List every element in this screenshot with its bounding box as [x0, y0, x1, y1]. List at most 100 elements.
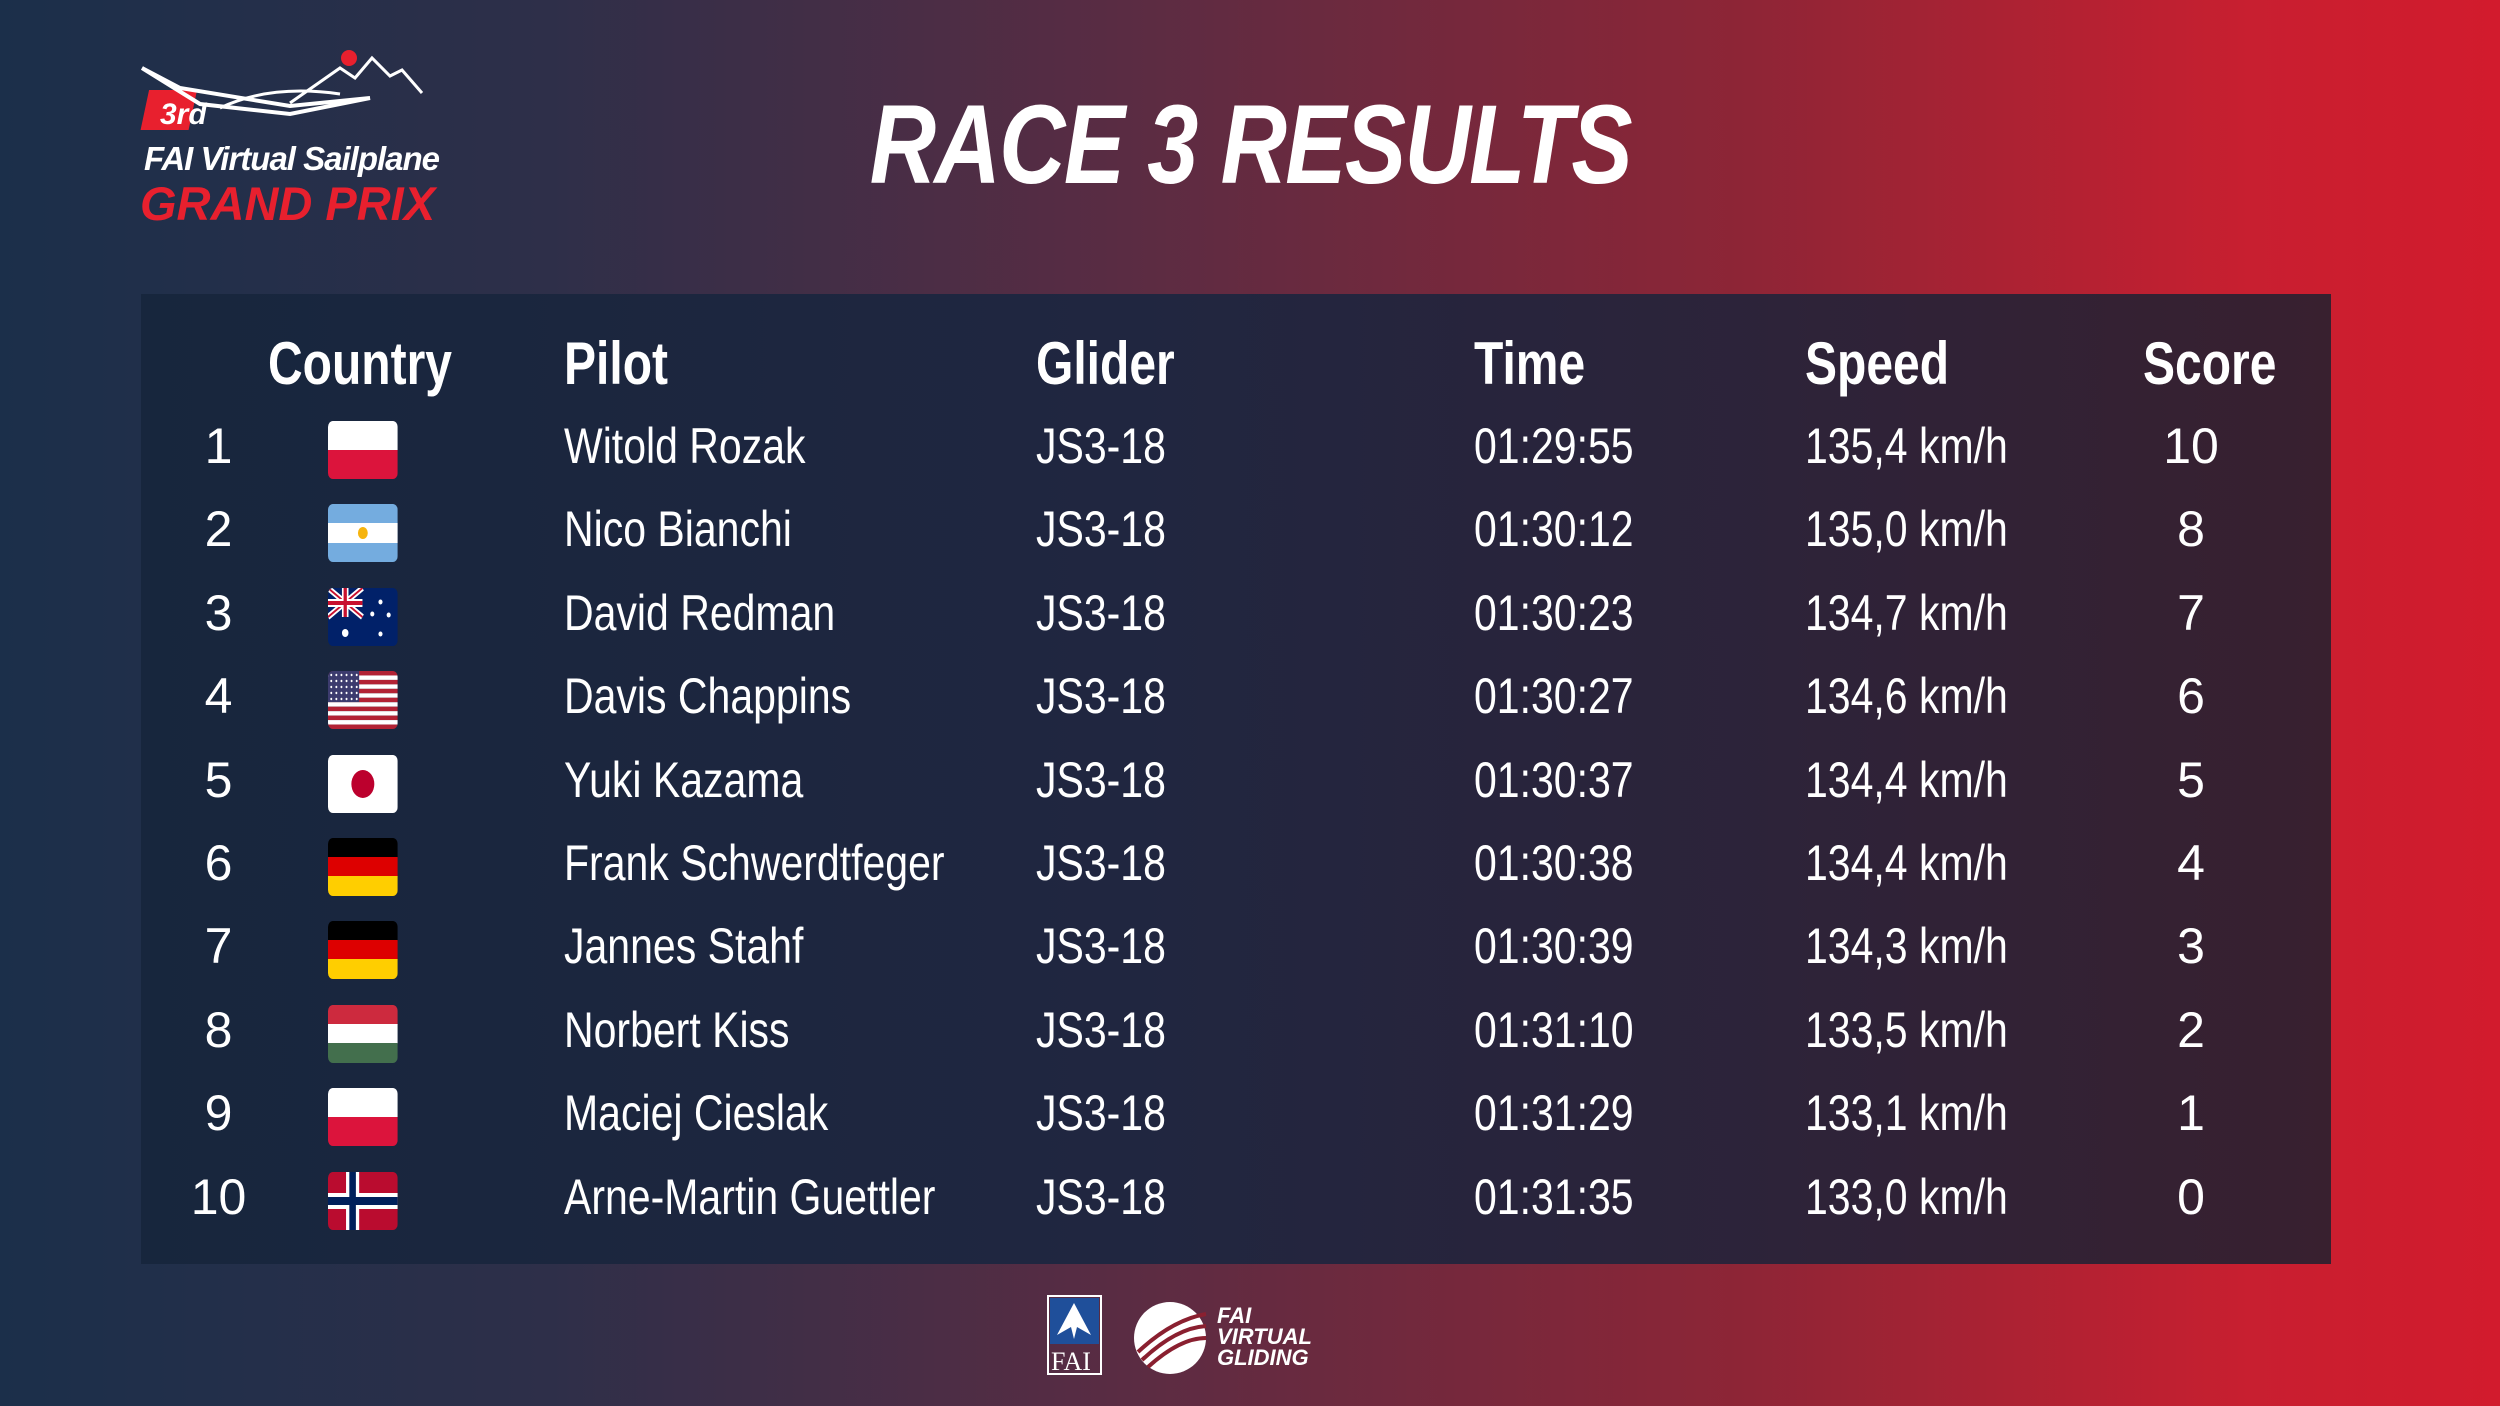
- speed-cell: 134,3 km/h: [1805, 918, 2008, 975]
- table-row: 10 Arne-Martin Guettler JS3-18 01:31:35 …: [141, 1156, 2331, 1239]
- pilot-cell: Norbert Kiss: [564, 1001, 790, 1058]
- score-cell: 6: [2177, 668, 2205, 725]
- score-cell: 10: [2163, 418, 2219, 474]
- table-row: 1 Witold Rozak JS3-18 01:29:55 135,4 km/…: [141, 405, 2331, 488]
- poland-flag-icon: [328, 421, 398, 479]
- pilot-cell: David Redman: [564, 584, 836, 641]
- germany-flag-icon: [328, 838, 398, 896]
- time-cell: 01:29:55: [1474, 418, 1634, 474]
- pilot-cell: Frank Schwerdtfeger: [564, 835, 945, 891]
- score-cell: 7: [2177, 584, 2205, 641]
- speed-cell: 135,0 km/h: [1805, 501, 2008, 558]
- rank-cell: 3: [204, 584, 233, 641]
- table-header: Country Pilot Glider Time Speed Score: [141, 322, 2331, 405]
- pilot-cell: Davis Chappins: [564, 668, 852, 725]
- event-logo: 3rd FAI Virtual Sailplane GRAND PRIX: [140, 48, 440, 238]
- hungary-flag-icon: [328, 1004, 398, 1063]
- glider-cell: JS3-18: [1036, 418, 1166, 474]
- norway-flag-icon: [328, 1171, 398, 1230]
- time-cell: 01:30:39: [1474, 918, 1634, 975]
- header-speed: Speed: [1805, 330, 1950, 397]
- glider-cell: JS3-18: [1036, 1168, 1166, 1225]
- header-glider: Glider: [1036, 330, 1175, 397]
- pilot-cell: Yuki Kazama: [564, 751, 804, 808]
- rank-cell: 7: [204, 918, 233, 975]
- speed-cell: 134,4 km/h: [1805, 751, 2008, 808]
- speed-cell: 133,0 km/h: [1805, 1168, 2008, 1225]
- table-row: 8 Norbert Kiss JS3-18 01:31:10 133,5 km/…: [141, 989, 2331, 1072]
- glider-cell: JS3-18: [1036, 584, 1166, 641]
- footer-logos: FAI FAI VIRTUAL GLIDING: [1047, 1295, 1347, 1376]
- pilot-cell: Maciej Cieslak: [564, 1085, 829, 1142]
- vg-line-2: VIRTUAL: [1217, 1324, 1312, 1349]
- fai-logo: FAI: [1047, 1295, 1102, 1376]
- logo-line-1: FAI Virtual Sailplane: [144, 140, 440, 177]
- speed-cell: 133,1 km/h: [1805, 1085, 2008, 1142]
- argentina-flag-icon: [328, 504, 398, 563]
- speed-cell: 134,4 km/h: [1805, 835, 2008, 891]
- pilot-cell: Arne-Martin Guettler: [564, 1168, 936, 1225]
- table-row: 9 Maciej Cieslak JS3-18 01:31:29 133,1 k…: [141, 1072, 2331, 1155]
- header-score: Score: [2143, 330, 2277, 397]
- pilot-cell: Jannes Stahf: [564, 918, 804, 975]
- score-cell: 4: [2177, 835, 2205, 891]
- table-row: 2 Nico Bianchi JS3-18 01:30:12 135,0 km/…: [141, 488, 2331, 571]
- glider-cell: JS3-18: [1036, 668, 1166, 725]
- rank-cell: 4: [204, 668, 233, 725]
- table-row: 7 Jannes Stahf JS3-18 01:30:39 134,3 km/…: [141, 905, 2331, 988]
- australia-flag-icon: [328, 587, 398, 646]
- germany-flag-icon: [328, 921, 398, 980]
- rank-cell: 8: [204, 1001, 233, 1058]
- score-cell: 5: [2177, 751, 2205, 808]
- glider-cell: JS3-18: [1036, 1001, 1166, 1058]
- rank-cell: 9: [204, 1085, 233, 1142]
- rank-cell: 10: [190, 1168, 247, 1225]
- virtual-gliding-label: FAI VIRTUAL GLIDING: [1217, 1303, 1312, 1370]
- virtual-gliding-icon: [1134, 1302, 1207, 1374]
- poland-flag-icon: [328, 1088, 398, 1147]
- pilot-cell: Nico Bianchi: [564, 501, 792, 558]
- time-cell: 01:30:27: [1474, 668, 1634, 725]
- time-cell: 01:31:35: [1474, 1168, 1634, 1225]
- speed-cell: 135,4 km/h: [1805, 418, 2008, 474]
- score-cell: 1: [2177, 1085, 2205, 1142]
- time-cell: 01:30:12: [1474, 501, 1634, 558]
- speed-cell: 133,5 km/h: [1805, 1001, 2008, 1058]
- time-cell: 01:31:10: [1474, 1001, 1634, 1058]
- table-row: 4 Davis Chappins JS3-18 01:30:27 134,6 k…: [141, 655, 2331, 738]
- header-pilot: Pilot: [564, 330, 668, 397]
- vg-line-1: FAI: [1217, 1303, 1252, 1328]
- time-cell: 01:31:29: [1474, 1085, 1634, 1142]
- header-country: Country: [268, 330, 452, 397]
- sailplane-logo-icon: 3rd: [140, 50, 424, 131]
- time-cell: 01:30:37: [1474, 751, 1634, 808]
- score-cell: 8: [2177, 501, 2205, 558]
- rank-cell: 6: [204, 835, 233, 891]
- score-cell: 2: [2177, 1001, 2205, 1058]
- rank-cell: 1: [204, 418, 233, 474]
- glider-cell: JS3-18: [1036, 751, 1166, 808]
- table-row: 5 Yuki Kazama JS3-18 01:30:37 134,4 km/h…: [141, 739, 2331, 822]
- speed-cell: 134,6 km/h: [1805, 668, 2008, 725]
- rank-cell: 5: [204, 751, 233, 808]
- glider-cell: JS3-18: [1036, 835, 1166, 891]
- usa-flag-icon: [328, 671, 398, 730]
- rank-cell: 2: [204, 501, 233, 558]
- logo-line-2: GRAND PRIX: [140, 177, 436, 230]
- table-row: 3 David Redman JS3-18 01:30:23 134,7 km/…: [141, 572, 2331, 655]
- score-cell: 3: [2177, 918, 2205, 975]
- fai-label: FAI: [1051, 1347, 1091, 1376]
- japan-flag-icon: [328, 754, 398, 813]
- fai-eagle-icon: [1047, 1295, 1102, 1375]
- glider-cell: JS3-18: [1036, 918, 1166, 975]
- table-row: 6 Frank Schwerdtfeger JS3-18 01:30:38 13…: [141, 822, 2331, 905]
- header-time: Time: [1474, 330, 1586, 397]
- vg-line-3: GLIDING: [1217, 1345, 1309, 1370]
- page-title: RACE 3 RESULTS: [869, 82, 1633, 207]
- time-cell: 01:30:23: [1474, 584, 1634, 641]
- time-cell: 01:30:38: [1474, 835, 1634, 891]
- speed-cell: 134,7 km/h: [1805, 584, 2008, 641]
- pilot-cell: Witold Rozak: [564, 418, 806, 474]
- score-cell: 0: [2177, 1168, 2205, 1225]
- glider-cell: JS3-18: [1036, 501, 1166, 558]
